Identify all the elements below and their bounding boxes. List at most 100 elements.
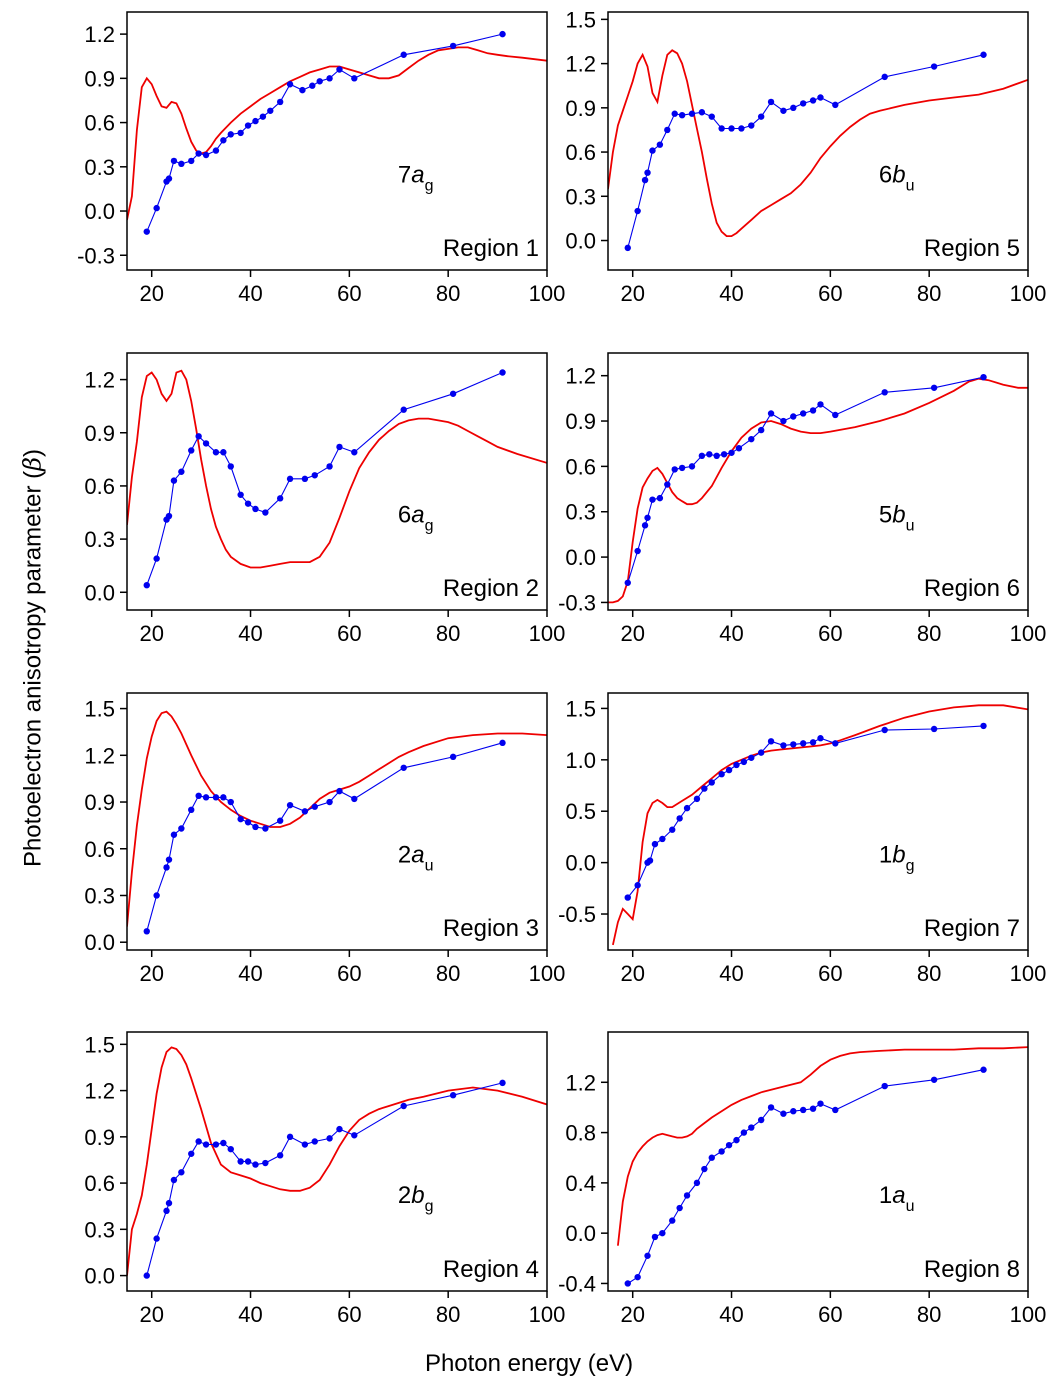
x-tick-label: 80 — [436, 961, 460, 986]
experiment-point — [309, 82, 316, 89]
x-tick-label: 60 — [337, 621, 361, 646]
experiment-point — [641, 176, 649, 184]
experiment-point — [799, 1106, 807, 1114]
region-label: Region 1 — [443, 235, 539, 262]
plot-frame-1 — [126, 11, 548, 271]
experiment-point — [757, 1116, 765, 1124]
experiment-point — [706, 451, 713, 458]
orbital-subscript: u — [425, 858, 434, 875]
experiment-point — [881, 1082, 888, 1090]
experiment-point — [748, 122, 755, 129]
orbital-number: 5 — [879, 502, 892, 529]
experiment-point — [301, 808, 309, 815]
experiment-point — [817, 1100, 824, 1107]
y-tick-label: 0.9 — [565, 96, 596, 121]
experiment-point — [817, 735, 824, 742]
experiment-point — [227, 463, 234, 470]
experiment-point — [767, 410, 775, 417]
experiment-point — [336, 443, 343, 451]
experiment-point — [400, 764, 407, 771]
x-tick-label: 60 — [337, 1302, 361, 1327]
x-tick-label: 80 — [917, 621, 941, 646]
experiment-point — [212, 147, 220, 154]
x-tick-label: 100 — [1010, 1302, 1047, 1327]
x-tick-label: 20 — [139, 281, 163, 306]
experiment-point — [178, 825, 185, 832]
experiment-point — [728, 449, 735, 456]
y-tick-label: 0.8 — [565, 1121, 596, 1146]
experiment-point — [244, 819, 252, 826]
y-tick-label: 0.6 — [84, 837, 115, 862]
y-tick-label: 0.0 — [84, 1264, 115, 1289]
y-tick-label: 0.9 — [84, 790, 115, 815]
experiment-point — [641, 522, 649, 529]
experiment-point — [693, 1179, 701, 1187]
region-label: Region 6 — [924, 575, 1020, 602]
experiment-curve-5 — [146, 742, 503, 932]
y-tick-label: 1.5 — [84, 1032, 115, 1057]
x-tick-label: 100 — [529, 961, 566, 986]
experiment-point — [301, 475, 309, 483]
x-tick-label: 20 — [620, 621, 644, 646]
orbital-label: 2au — [398, 842, 434, 875]
experiment-point — [659, 835, 666, 843]
experiment-point — [202, 794, 210, 801]
experiment-point — [220, 449, 227, 456]
experiment-point — [449, 42, 457, 50]
chart-panel-3: 0.0 0.3 0.6 0.9 1.2 20 40 60 80 100 Region 2 6ag — [84, 352, 565, 646]
x-tick-label: 80 — [436, 1302, 460, 1327]
theory-curve-8 — [617, 1046, 1028, 1246]
experiment-point — [252, 823, 259, 831]
orbital-number: 1 — [879, 842, 892, 869]
chart-panel-7: 0.0 0.3 0.6 0.9 1.2 1.5 20 40 60 80 100 Region 4 2bg — [84, 1031, 565, 1327]
experiment-point — [688, 463, 696, 470]
experiment-point — [881, 726, 888, 734]
y-tick-label: 0.9 — [84, 421, 115, 446]
experiment-point — [351, 1132, 358, 1139]
experiment-point — [153, 555, 160, 562]
y-tick-label: -0.4 — [558, 1271, 596, 1296]
experiment-point — [311, 1138, 318, 1145]
y-tick-label: 0.0 — [84, 930, 115, 955]
experiment-point — [267, 107, 274, 114]
experiment-point — [718, 1148, 725, 1155]
experiment-point — [195, 1138, 202, 1145]
experiment-point — [767, 98, 775, 106]
experiment-point — [252, 1161, 259, 1168]
experiment-point — [499, 739, 506, 747]
experiment-curve-2 — [627, 54, 984, 249]
y-tick-label: 0.6 — [84, 111, 115, 136]
experiment-point — [683, 804, 691, 812]
orbital-letter: b — [411, 1182, 424, 1209]
experiment-point — [748, 1124, 755, 1131]
experiment-point — [351, 795, 358, 803]
x-tick-label: 20 — [620, 1302, 644, 1327]
experiment-point — [624, 244, 631, 252]
experiment-point — [656, 141, 664, 148]
experiment-point — [202, 440, 210, 447]
experiment-point — [757, 113, 765, 120]
experiment-point — [718, 771, 725, 778]
experiment-point — [153, 204, 160, 212]
x-tick-label: 80 — [436, 621, 460, 646]
x-tick-label: 40 — [238, 621, 262, 646]
experiment-curve-7 — [146, 1082, 503, 1276]
experiment-point — [276, 1152, 284, 1159]
experiment-point — [698, 452, 706, 459]
experiment-point — [202, 1141, 210, 1148]
experiment-point — [499, 1079, 506, 1087]
experiment-point — [449, 753, 457, 761]
region-label: Region 8 — [924, 1256, 1020, 1283]
region-label: Region 7 — [924, 915, 1020, 942]
experiment-point — [698, 109, 706, 116]
y-axis-label-close: ) — [19, 448, 47, 457]
y-axis-label-text: Photoelectron anisotropy parameter ( — [19, 470, 47, 868]
experiment-point — [163, 864, 170, 871]
experiment-point — [728, 125, 735, 132]
experiment-point — [326, 463, 333, 470]
experiment-point — [644, 1252, 651, 1259]
experiment-point — [311, 472, 318, 479]
y-tick-label: 1.2 — [84, 743, 115, 768]
experiment-point — [790, 741, 797, 748]
experiment-point — [767, 738, 775, 745]
